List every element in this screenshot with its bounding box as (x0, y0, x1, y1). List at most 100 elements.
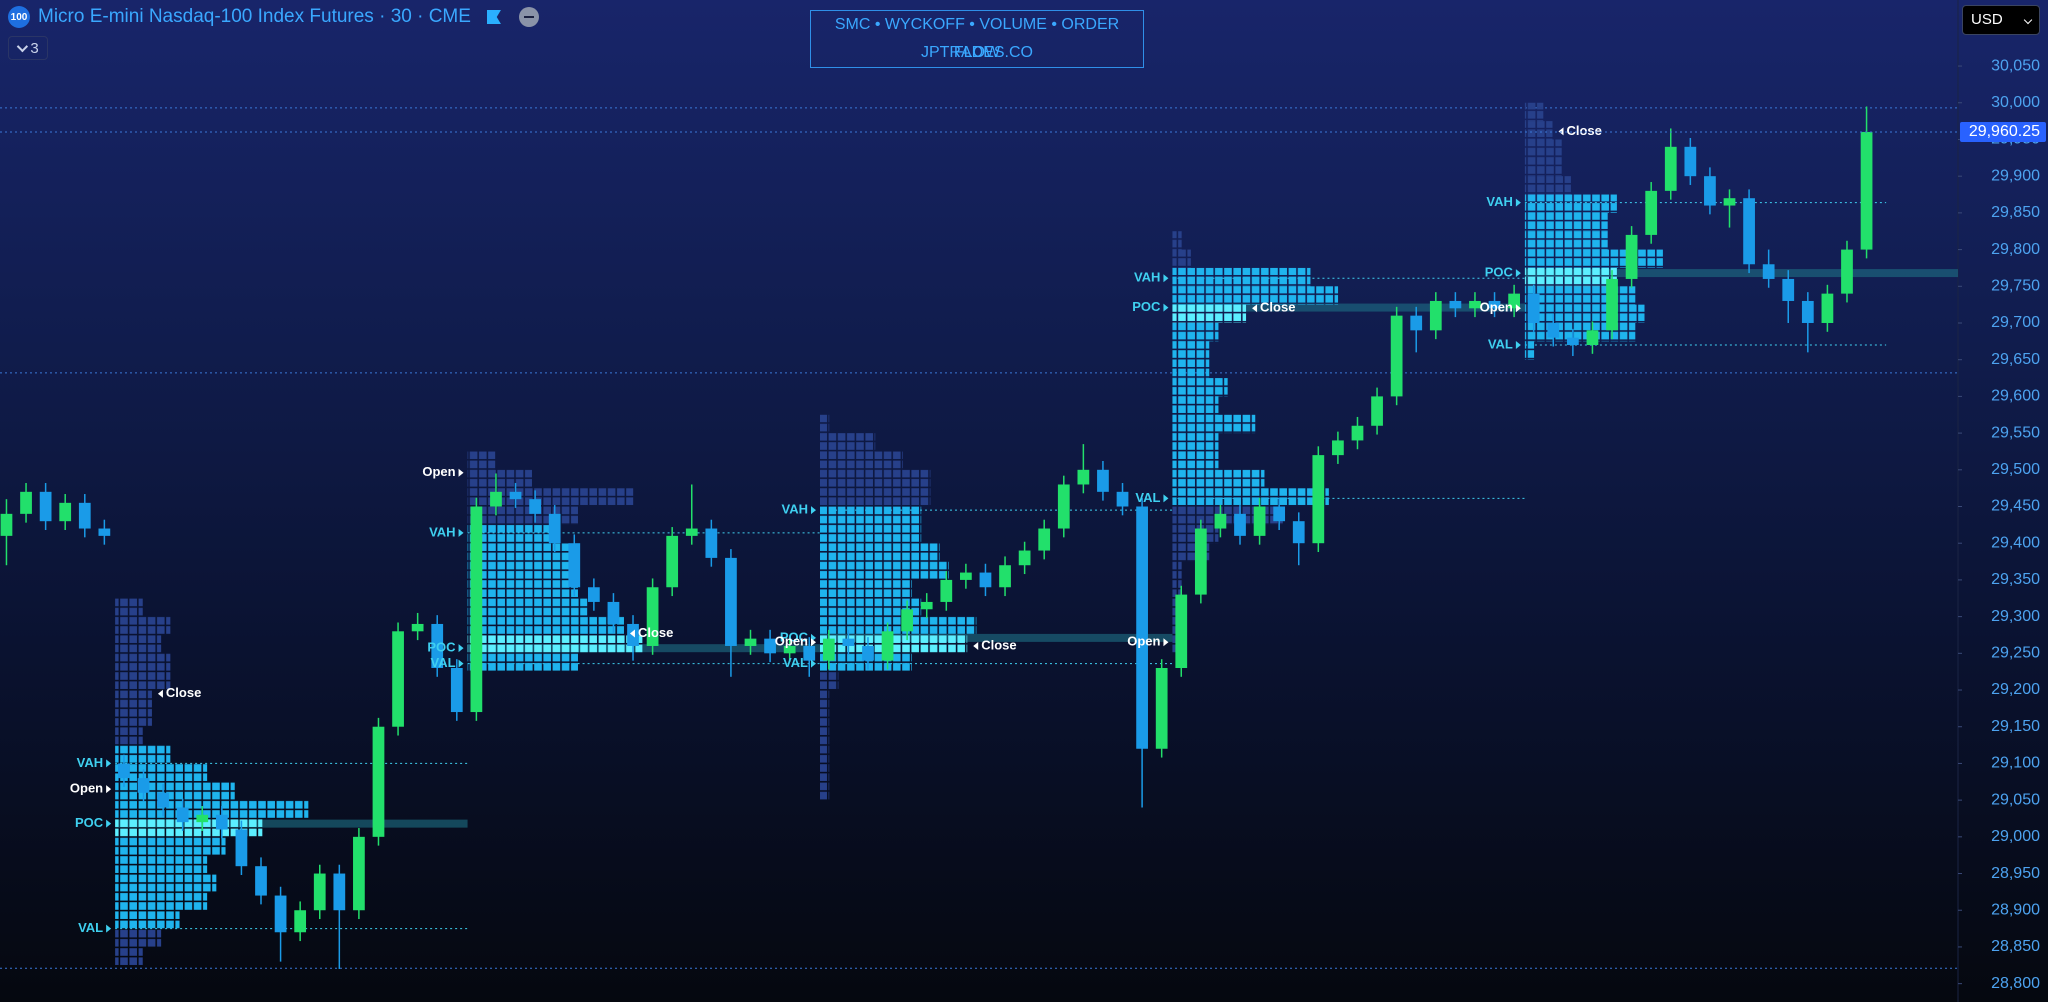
candle-body (1116, 491, 1129, 507)
candle-body (783, 645, 796, 654)
candle-body (294, 910, 307, 933)
profile-row (467, 653, 578, 672)
label-arrow (1163, 494, 1169, 503)
y-tick-label: 29,800 (1991, 241, 2040, 258)
profile-row (1172, 359, 1210, 379)
profile-row (115, 763, 208, 782)
profile-label: POC (780, 629, 809, 644)
candle-body (1801, 300, 1814, 323)
profile-row (1524, 341, 1535, 360)
currency-select[interactable]: USD (1962, 5, 2040, 35)
candle-body (685, 528, 698, 536)
candle-body (411, 623, 424, 632)
label-arrow (106, 759, 112, 768)
candle-body (1214, 513, 1227, 529)
profile-row (1172, 433, 1219, 452)
profile-row (1172, 451, 1219, 470)
candle-body (901, 609, 914, 632)
candle-body (764, 638, 776, 654)
candle-body (940, 579, 953, 602)
label-arrow (1515, 304, 1521, 313)
y-tick-label: 29,850 (1991, 204, 2040, 221)
label-arrow (1163, 638, 1169, 647)
symbol-icon[interactable]: 100 (8, 6, 30, 28)
y-tick-label: 28,900 (1991, 901, 2040, 918)
profile-label: Open (1480, 300, 1513, 315)
poc-line (820, 633, 1173, 642)
candle-body (470, 506, 483, 713)
candle-body (1018, 550, 1031, 566)
profile-row (1524, 102, 1544, 122)
profile-label: Close (1260, 300, 1295, 315)
profile-row (115, 891, 208, 911)
candle-body (1645, 190, 1658, 235)
candle-body (1273, 506, 1286, 522)
profile-row (467, 598, 588, 617)
candle-body (1175, 594, 1188, 668)
candle-body (1488, 300, 1501, 309)
profile-row (1172, 488, 1329, 507)
y-tick-label: 28,950 (1991, 865, 2040, 882)
indicator-toggle[interactable]: 3 (8, 36, 48, 60)
profile-row (115, 726, 143, 746)
profile-row (1524, 267, 1617, 287)
profile-row (115, 653, 171, 672)
profile-row (820, 469, 931, 489)
candle-body (822, 638, 835, 661)
last-price-label: 29,960.25 (1969, 123, 2040, 140)
collapse-button[interactable] (518, 7, 539, 27)
profile-row (467, 634, 643, 654)
profile-label: VAH (429, 524, 455, 539)
poc-line (467, 644, 821, 653)
candle-body (1684, 146, 1697, 177)
y-tick-label: 29,700 (1991, 314, 2040, 331)
y-tick-label: 29,300 (1991, 608, 2040, 625)
candle-body (881, 631, 894, 661)
candle-body (1586, 330, 1599, 346)
profile-row (115, 855, 208, 874)
candle-body (979, 572, 992, 588)
candle-body (1097, 469, 1109, 492)
candle-body (1410, 315, 1423, 331)
profile-label: POC (1132, 299, 1161, 314)
profile-row (1172, 231, 1182, 250)
profile-row (467, 524, 560, 544)
candle-body (607, 601, 620, 624)
candle-body (1390, 315, 1403, 397)
candle-body (705, 528, 718, 558)
profile-row (1172, 267, 1311, 287)
profile-row (467, 579, 578, 599)
profile-row (115, 873, 217, 892)
candle-body (137, 778, 150, 793)
symbol-title[interactable]: Micro E-mini Nasdaq-100 Index Futures · … (38, 6, 471, 27)
candle-body (1821, 293, 1834, 323)
profile-row (115, 800, 309, 819)
candle-body (1253, 506, 1266, 536)
profile-row (1524, 121, 1553, 140)
candle-body (646, 587, 659, 646)
profile-row (820, 598, 922, 617)
profile-label: POC (1485, 265, 1514, 280)
y-tick-label: 28,800 (1991, 975, 2040, 992)
profile-row (820, 745, 830, 764)
candle-body (1155, 668, 1168, 749)
profile-row (1524, 212, 1608, 232)
candle-body (1371, 396, 1383, 426)
label-arrow (458, 659, 464, 668)
y-tick-label: 29,000 (1991, 828, 2040, 845)
candle-body (548, 513, 561, 544)
flag-button[interactable] (486, 10, 501, 24)
profile-row (820, 451, 903, 470)
candle-body (274, 895, 287, 933)
profile-row (820, 543, 940, 562)
candle-body (157, 792, 169, 808)
poc-line (1172, 303, 1525, 312)
profile-row (467, 506, 578, 525)
label-arrow (458, 528, 464, 537)
candle-body (1136, 506, 1148, 749)
label-arrow (973, 641, 979, 650)
candle-body (235, 829, 248, 867)
profile-label: Open (422, 464, 455, 479)
banner: SMC • WYCKOFF • VOLUME • ORDER FLOW JPTR… (810, 10, 1144, 68)
